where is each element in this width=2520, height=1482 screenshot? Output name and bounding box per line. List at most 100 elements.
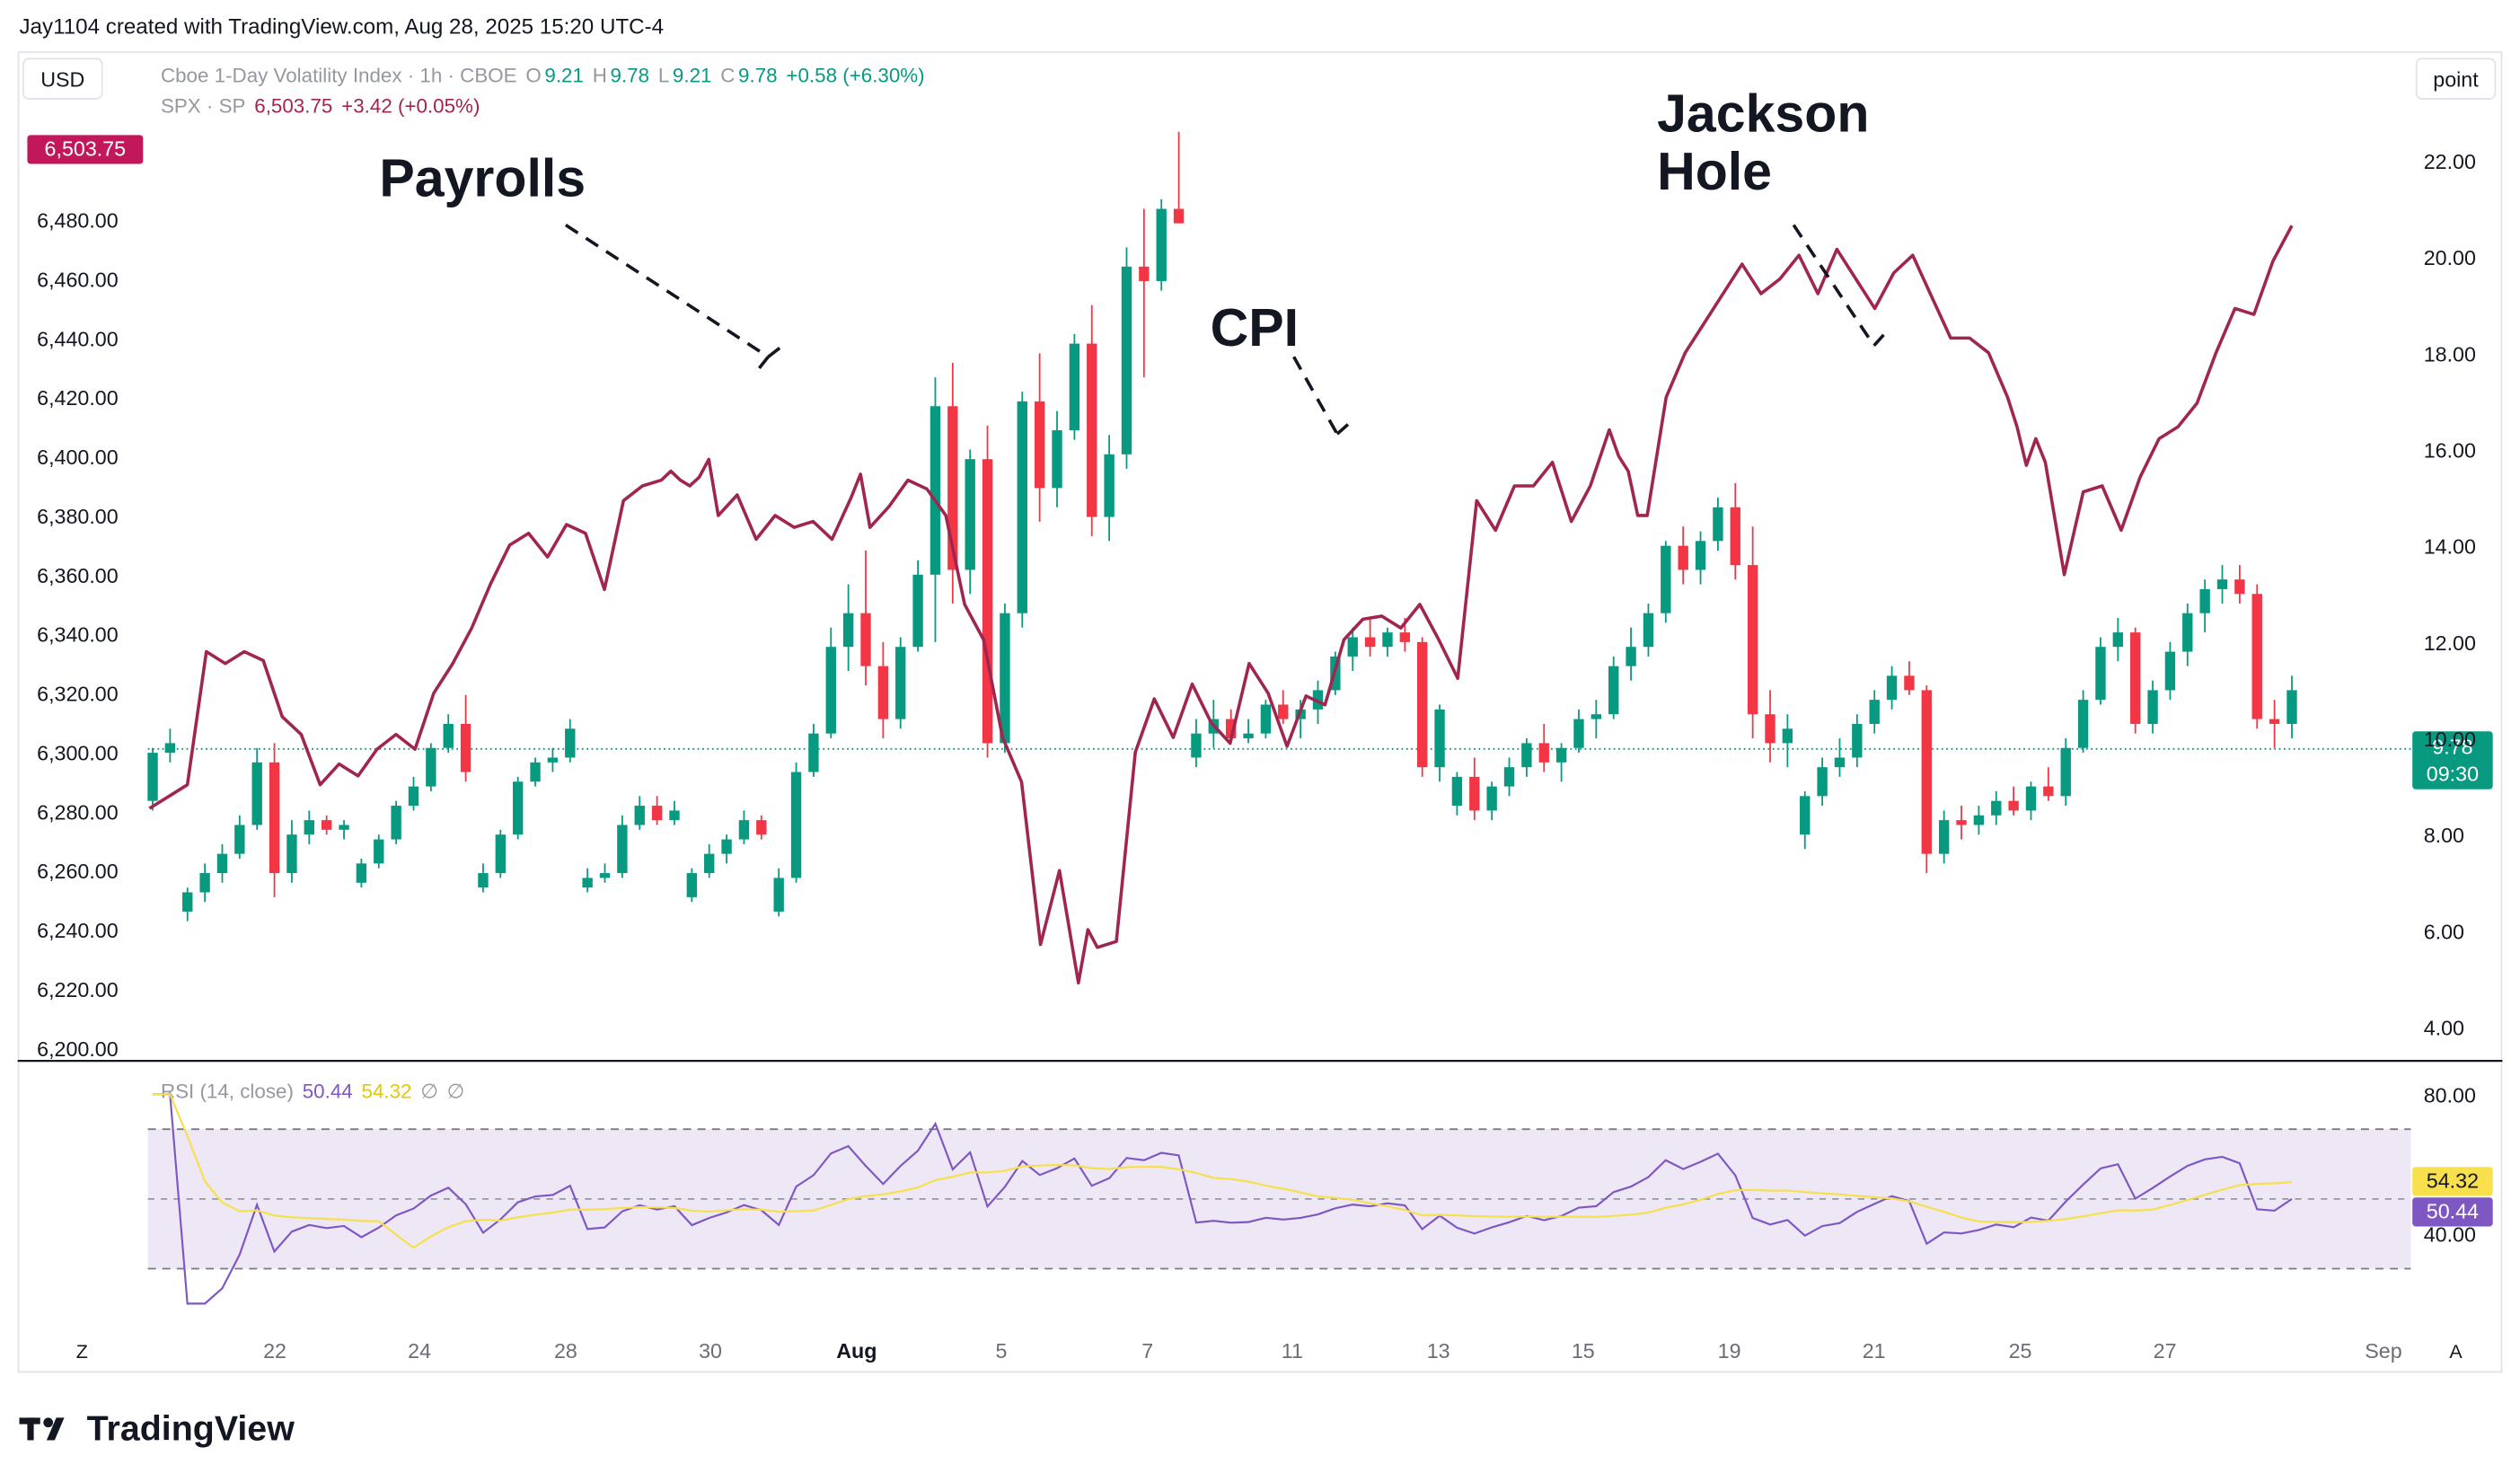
right-axis-tick: 12.00 bbox=[2424, 631, 2476, 655]
vix-candle bbox=[1590, 700, 1602, 739]
left-axis-tick: 6,300.00 bbox=[37, 741, 119, 764]
overlay-series-legend[interactable]: SPX · SP 6,503.75 +3.42 (+0.05%) bbox=[161, 95, 483, 118]
vix-candle-body bbox=[2287, 690, 2297, 724]
vix-candle-body bbox=[391, 806, 401, 840]
vix-candle-body bbox=[1364, 637, 1376, 648]
vix-candle bbox=[1417, 637, 1428, 777]
vix-candle-body bbox=[1800, 796, 1811, 835]
vix-candle-body bbox=[617, 825, 628, 874]
vix-candle-body bbox=[634, 806, 645, 825]
left-axis-tick: 6,440.00 bbox=[37, 327, 119, 350]
vix-candle-body bbox=[1104, 454, 1115, 517]
vix-candle bbox=[1156, 198, 1167, 291]
spx-line bbox=[148, 225, 2294, 985]
vix-candle-body bbox=[721, 839, 732, 854]
right-axis-tick: 14.00 bbox=[2424, 535, 2476, 559]
vix-candle-body bbox=[426, 747, 436, 787]
rsi-line bbox=[153, 1093, 2293, 1305]
vix-candle bbox=[1661, 541, 1671, 623]
vix-candle bbox=[1800, 790, 1811, 850]
vix-candle bbox=[1765, 690, 1775, 763]
vix-candle bbox=[182, 887, 193, 922]
vix-candle-body bbox=[2095, 647, 2106, 701]
vix-candle-body bbox=[930, 406, 941, 575]
vix-candle bbox=[930, 377, 941, 642]
vix-price-badge: 9.78 09:30 bbox=[2412, 731, 2493, 790]
rsi-na-2: ∅ bbox=[446, 1080, 465, 1103]
vix-candle bbox=[164, 728, 176, 763]
vix-candle bbox=[599, 863, 611, 883]
left-axis-tick: 6,480.00 bbox=[37, 209, 119, 233]
vix-candle-body bbox=[808, 733, 819, 772]
vix-candle bbox=[721, 834, 732, 864]
vix-candle-body bbox=[1643, 613, 1654, 648]
vix-candle bbox=[1643, 603, 1654, 657]
vix-candle-body bbox=[1852, 723, 1863, 758]
vix-candle bbox=[895, 637, 906, 729]
vix-candle-body bbox=[216, 853, 228, 874]
vix-candle bbox=[2251, 584, 2262, 729]
vix-price: 9.78 bbox=[2432, 734, 2473, 759]
vix-candle-body bbox=[2199, 588, 2210, 613]
vix-candle bbox=[2287, 675, 2297, 739]
left-axis-tick: 6,360.00 bbox=[37, 564, 119, 587]
vix-candle-body bbox=[704, 853, 715, 874]
time-axis-tick: 25 bbox=[2009, 1339, 2032, 1363]
vix-candle bbox=[912, 560, 923, 652]
rsi-legend[interactable]: RSI (14, close) 50.44 54.32 ∅ ∅ bbox=[161, 1079, 468, 1103]
vix-candle bbox=[773, 868, 784, 917]
vix-candle-body bbox=[912, 574, 923, 648]
annotation-payrolls: Payrolls bbox=[379, 148, 586, 207]
vix-candle-body bbox=[547, 757, 559, 763]
scale-mode-button[interactable]: point bbox=[2415, 57, 2497, 100]
vix-candle bbox=[1000, 603, 1010, 754]
vix-candle bbox=[1991, 790, 2002, 825]
main-series-legend[interactable]: Cboe 1-Day Volatility Index · 1h · CBOE … bbox=[161, 65, 928, 87]
vix-candle-body bbox=[982, 459, 993, 744]
vix-candle bbox=[1555, 743, 1567, 782]
time-axis-tick: 30 bbox=[699, 1339, 722, 1363]
right-axis-tick: 18.00 bbox=[2424, 342, 2476, 366]
change-value: +0.58 (+6.30%) bbox=[786, 64, 925, 87]
vix-candle-body bbox=[1121, 266, 1132, 454]
zoom-reset-button[interactable]: Z bbox=[76, 1341, 88, 1363]
vix-candle bbox=[1678, 526, 1688, 585]
vix-candle bbox=[704, 843, 715, 878]
low-value: 9.21 bbox=[672, 64, 712, 87]
vix-candle bbox=[1852, 714, 1863, 768]
vix-candle bbox=[2164, 641, 2176, 701]
vix-candle-body bbox=[1521, 743, 1532, 768]
vix-candle-body bbox=[1000, 613, 1010, 744]
vix-candle bbox=[1956, 806, 1967, 840]
vix-candle-body bbox=[2234, 579, 2245, 595]
currency-button[interactable]: USD bbox=[22, 57, 103, 100]
high-value: 9.78 bbox=[610, 64, 650, 87]
left-axis-tick: 6,280.00 bbox=[37, 800, 119, 824]
time-axis-tick: 13 bbox=[1427, 1339, 1450, 1363]
vix-candle bbox=[738, 810, 750, 844]
vix-candle bbox=[251, 747, 262, 830]
vix-candle bbox=[1713, 498, 1723, 551]
vix-candle-body bbox=[1052, 430, 1062, 489]
vix-candle bbox=[1904, 661, 1915, 695]
left-axis-tick: 6,460.00 bbox=[37, 268, 119, 291]
vix-candle-body bbox=[2147, 690, 2158, 724]
rsi-name: RSI (14, close) bbox=[160, 1080, 294, 1103]
annotation-cpi: CPI bbox=[1211, 298, 1299, 357]
vix-candle bbox=[617, 815, 628, 878]
vix-candle-body bbox=[738, 820, 750, 840]
left-axis-tick: 6,240.00 bbox=[37, 919, 119, 942]
vix-candle bbox=[825, 627, 836, 739]
vix-candle-body bbox=[895, 647, 906, 719]
auto-scale-button[interactable]: A bbox=[2449, 1341, 2463, 1363]
vix-candle-body bbox=[1921, 690, 1932, 854]
vix-candle bbox=[1451, 772, 1463, 816]
left-axis-tick: 6,260.00 bbox=[37, 860, 119, 883]
vix-candle bbox=[686, 868, 698, 903]
vix-candle-body bbox=[1399, 632, 1411, 642]
vix-candle-body bbox=[1191, 733, 1202, 758]
vix-candle bbox=[356, 858, 367, 888]
vix-candle bbox=[530, 757, 541, 787]
vix-candle bbox=[2043, 767, 2054, 801]
